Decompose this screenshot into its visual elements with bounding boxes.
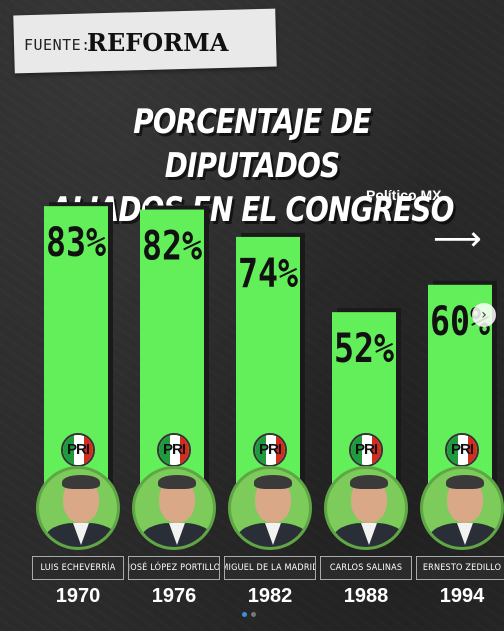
portrait-1982 (228, 466, 312, 550)
data-label-1970: 83% (46, 220, 106, 266)
chevron-right-icon: › (481, 307, 487, 323)
tick-label-name-1970: LUIS ECHEVERRÍA (32, 556, 124, 580)
chart-title-line-1: PORCENTAJE DE DIPUTADOS (133, 102, 371, 186)
carousel-dot-2[interactable] (251, 612, 256, 617)
chart-title: PORCENTAJE DE DIPUTADOS ALIADOS EN EL CO… (45, 100, 458, 232)
portrait-1988 (324, 466, 408, 550)
tick-label-name-1994: ERNESTO ZEDILLO (416, 556, 504, 580)
pri-logo-text: PRI (258, 441, 282, 458)
tick-label-year-1970: 1970 (55, 585, 101, 607)
tick-label-name-1982: MIGUEL DE LA MADRID (224, 556, 316, 580)
pri-logo-text: PRI (354, 441, 378, 458)
tick-label-year-1994: 1994 (439, 585, 485, 607)
pri-logo-icon: PRI (61, 433, 95, 467)
carousel-dots (242, 612, 256, 617)
portrait-1976 (132, 466, 216, 550)
brand-label: Político MX (366, 187, 442, 203)
pri-logo-icon: PRI (445, 433, 479, 467)
chart-title-line-2: ALIADOS EN EL CONGRESO (50, 190, 454, 230)
tick-label-name-1976: JOSÉ LÓPEZ PORTILLO (128, 556, 220, 580)
source-name: REFORMA (87, 28, 229, 57)
arrow-right-icon: ⟶ (433, 219, 482, 259)
tick-label-year-1976: 1976 (151, 585, 197, 607)
tick-label-year-1982: 1982 (247, 585, 293, 607)
pri-logo-icon: PRI (349, 433, 383, 467)
tick-label-year-1988: 1988 (343, 585, 389, 607)
portrait-1994 (420, 466, 504, 550)
data-label-1982: 74% (238, 251, 298, 297)
carousel-dot-1[interactable] (242, 612, 247, 617)
next-slide-button[interactable]: › (472, 303, 496, 327)
portrait-1970 (36, 466, 120, 550)
pri-logo-icon: PRI (157, 433, 191, 467)
pri-logo-text: PRI (66, 441, 90, 458)
data-label-1976: 82% (142, 224, 202, 270)
data-label-1988: 52% (334, 326, 394, 372)
pri-logo-text: PRI (450, 441, 474, 458)
tick-label-name-1988: CARLOS SALINAS (320, 556, 412, 580)
pri-logo-text: PRI (162, 441, 186, 458)
source-label: FUENTE: (24, 36, 91, 54)
pri-logo-icon: PRI (253, 433, 287, 467)
